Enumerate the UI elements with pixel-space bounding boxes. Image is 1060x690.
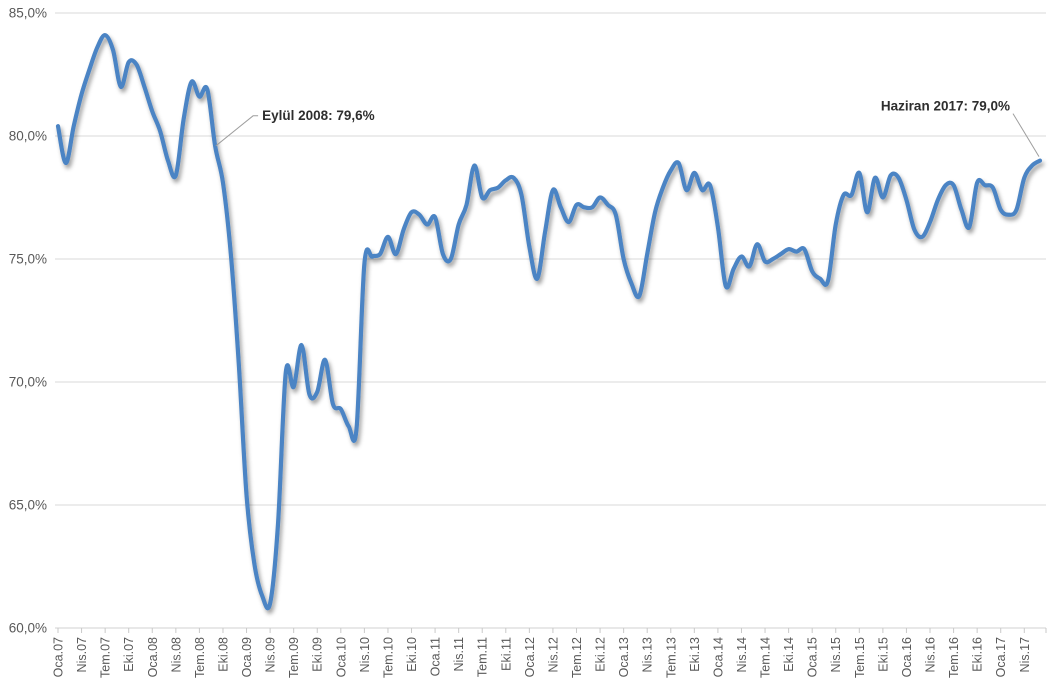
x-axis-tick-label: Nis.17: [1018, 637, 1032, 672]
x-axis-tick-label: Oca.07: [52, 637, 66, 677]
annotation-eylul-2008: Eylül 2008: 79,6%: [262, 108, 375, 123]
series-layer: [55, 33, 1043, 611]
x-axis-tick-label: Nis.15: [829, 637, 843, 672]
x-axis-tick-label: Eki.07: [122, 637, 136, 672]
x-axis-tick-label: Tem.09: [287, 637, 301, 678]
x-axis-tick-label: Oca.16: [900, 637, 914, 677]
x-axis-tick-label: Nis.16: [924, 637, 938, 672]
x-axis-tick-label: Eki.16: [971, 637, 985, 672]
annotation-leader-eylul-2008: [215, 115, 259, 147]
x-axis-tick-label: Oca.11: [429, 637, 443, 676]
x-axis-tick-label: Oca.09: [240, 637, 254, 677]
x-axis-tick-label: Eki.09: [311, 637, 325, 672]
y-axis: 85,0% 80,0% 75,0% 70,0% 65,0% 60,0%: [9, 6, 47, 636]
x-axis-tick-label: Eki.08: [216, 637, 230, 672]
data-series-line: [55, 33, 1043, 611]
x-axis-tick-label: Nis.13: [641, 637, 655, 672]
x-axis-tick-label: Eki.15: [876, 637, 890, 672]
annotations-layer: Eylül 2008: 79,6% Haziran 2017: 79,0%: [215, 99, 1040, 157]
x-axis-tick-label: Oca.13: [617, 637, 631, 677]
x-axis-tick-label: Nis.09: [264, 637, 278, 672]
x-axis-tick-label: Nis.10: [358, 637, 372, 672]
x-axis-tick-label: Tem.11: [476, 637, 490, 677]
y-axis-tick-label: 70,0%: [9, 375, 47, 390]
gridlines-layer: [55, 12, 1046, 629]
x-axis-tick-label: Tem.07: [99, 637, 113, 678]
x-axis-tick-label: Tem.15: [853, 637, 867, 678]
x-axis-tick-label: Nis.14: [735, 637, 749, 672]
x-axis-tick-label: Oca.10: [334, 637, 348, 677]
x-axis-tick-label: Tem.12: [570, 637, 584, 678]
annotation-leader-haziran-2017: [1012, 113, 1040, 157]
x-axis-tick-label: Oca.14: [711, 637, 725, 677]
x-axis-tick-label: Oca.08: [146, 637, 160, 677]
x-axis-tick-label: Eki.11: [499, 637, 513, 671]
annotation-haziran-2017: Haziran 2017: 79,0%: [881, 99, 1010, 114]
y-axis-tick-label: 65,0%: [9, 498, 47, 513]
x-axis-tick-label: Nis.11: [452, 637, 466, 672]
x-axis-tick-label: Nis.08: [169, 637, 183, 672]
x-axis-tick-label: Oca.17: [994, 637, 1008, 677]
x-axis-tick-label: Tem.08: [193, 637, 207, 678]
x-axis: Oca.07 Nis.07 Tem.07 Eki.07 Oca.08 Nis.08 Tem.…: [52, 628, 1047, 678]
x-axis-tick-label: Eki.10: [405, 637, 419, 672]
x-axis-tick-label: Oca.12: [523, 637, 537, 677]
x-axis-tick-label: Eki.13: [688, 637, 702, 672]
y-axis-tick-label: 80,0%: [9, 129, 47, 144]
x-axis-tick-label: Eki.12: [594, 637, 608, 672]
x-axis-tick-label: Tem.13: [664, 637, 678, 678]
x-axis-tick-label: Nis.12: [546, 637, 560, 672]
y-axis-tick-label: 85,0%: [9, 6, 47, 21]
x-axis-tick-label: Nis.07: [75, 637, 89, 672]
y-axis-tick-label: 60,0%: [9, 621, 47, 636]
x-axis-tick-label: Oca.15: [806, 637, 820, 677]
y-axis-tick-label: 75,0%: [9, 252, 47, 267]
x-axis-tick-label: Tem.16: [947, 637, 961, 678]
x-axis-tick-label: Eki.14: [782, 637, 796, 672]
x-axis-tick-label: Tem.10: [381, 637, 395, 678]
x-axis-tick-label: Tem.14: [759, 637, 773, 678]
